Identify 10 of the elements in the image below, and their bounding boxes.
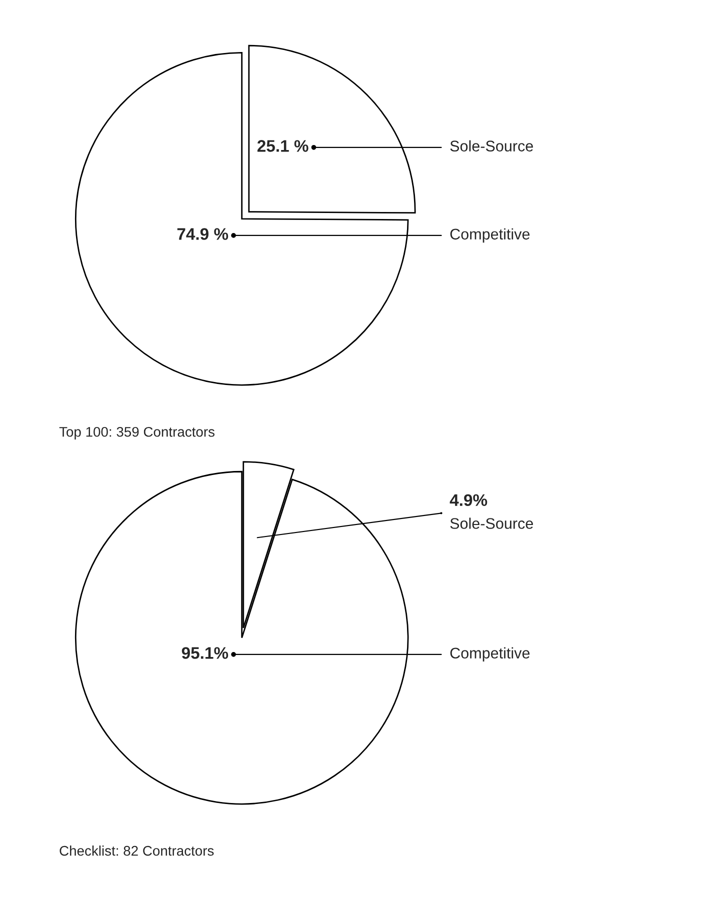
slice-label: Sole-Source: [450, 140, 533, 152]
data-label: 95.1%: [182, 647, 228, 659]
legend-label: Sole-Source: [450, 518, 533, 529]
data-label: 74.9 %: [177, 228, 228, 240]
text: Top 100: 359 Contractors: [59, 426, 214, 440]
text: Checklist: 82 Contractors: [60, 846, 214, 856]
slice-label: Competitive: [450, 228, 530, 243]
slice-label: Competitive: [450, 647, 530, 662]
data-label: 25.1 %: [257, 140, 308, 152]
data-label: 4.9%: [450, 494, 488, 506]
